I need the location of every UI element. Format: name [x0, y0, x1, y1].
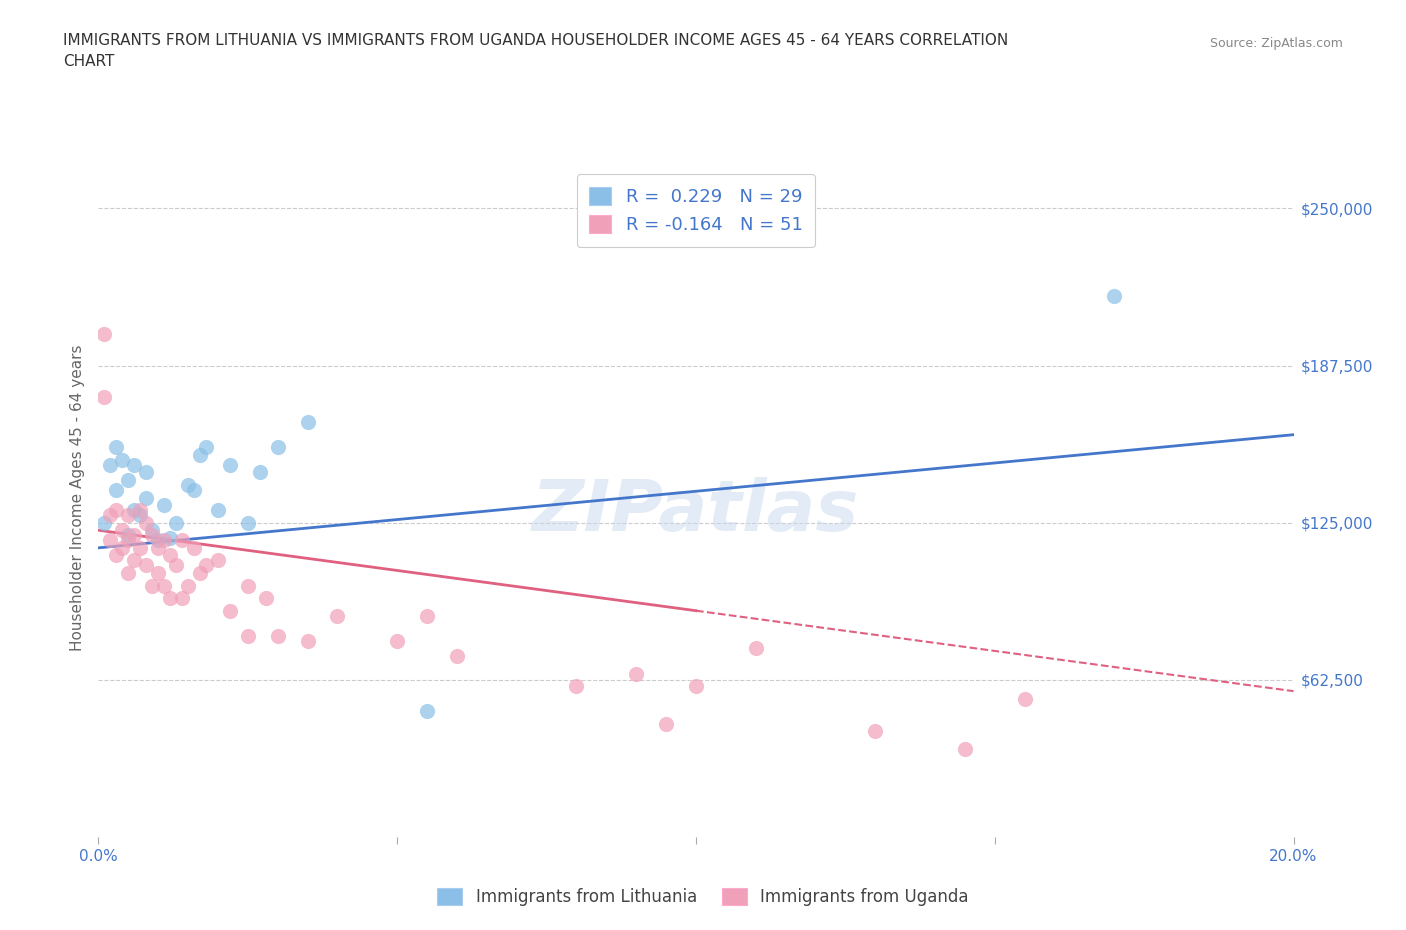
Point	[446, 648, 468, 663]
Text: ZIPatlas: ZIPatlas	[533, 477, 859, 546]
Point	[141, 578, 163, 593]
Point	[159, 530, 181, 545]
Point	[105, 548, 128, 563]
Point	[165, 515, 187, 530]
Point	[1014, 691, 1036, 706]
Point	[117, 528, 139, 543]
Point	[124, 503, 146, 518]
Legend: Immigrants from Lithuania, Immigrants from Uganda: Immigrants from Lithuania, Immigrants fr…	[430, 881, 976, 912]
Point	[100, 508, 122, 523]
Point	[207, 553, 229, 568]
Point	[159, 591, 181, 605]
Point	[188, 447, 211, 462]
Point	[129, 508, 152, 523]
Point	[111, 523, 134, 538]
Y-axis label: Householder Income Ages 45 - 64 years: Householder Income Ages 45 - 64 years	[69, 344, 84, 651]
Point	[326, 608, 349, 623]
Point	[153, 533, 176, 548]
Point	[100, 533, 122, 548]
Point	[105, 483, 128, 498]
Point	[141, 523, 163, 538]
Point	[111, 452, 134, 467]
Point	[100, 458, 122, 472]
Point	[219, 604, 242, 618]
Text: IMMIGRANTS FROM LITHUANIA VS IMMIGRANTS FROM UGANDA HOUSEHOLDER INCOME AGES 45 -: IMMIGRANTS FROM LITHUANIA VS IMMIGRANTS …	[63, 33, 1008, 47]
Point	[177, 477, 200, 492]
Point	[219, 458, 242, 472]
Point	[236, 629, 259, 644]
Point	[135, 490, 157, 505]
Point	[953, 741, 976, 756]
Point	[124, 458, 146, 472]
Point	[297, 633, 319, 648]
Point	[148, 565, 170, 580]
Point	[141, 528, 163, 543]
Point	[254, 591, 277, 605]
Point	[165, 558, 187, 573]
Point	[177, 578, 200, 593]
Text: Source: ZipAtlas.com: Source: ZipAtlas.com	[1209, 37, 1343, 50]
Point	[117, 533, 139, 548]
Point	[93, 326, 115, 341]
Point	[105, 440, 128, 455]
Point	[865, 724, 887, 738]
Point	[1104, 289, 1126, 304]
Point	[172, 591, 194, 605]
Point	[565, 679, 588, 694]
Point	[124, 553, 146, 568]
Point	[236, 515, 259, 530]
Point	[207, 503, 229, 518]
Point	[236, 578, 259, 593]
Point	[195, 558, 218, 573]
Point	[685, 679, 707, 694]
Point	[188, 565, 211, 580]
Point	[105, 503, 128, 518]
Point	[267, 440, 290, 455]
Point	[153, 578, 176, 593]
Point	[267, 629, 290, 644]
Point	[249, 465, 271, 480]
Point	[111, 540, 134, 555]
Point	[135, 515, 157, 530]
Point	[148, 533, 170, 548]
Point	[745, 641, 768, 656]
Point	[148, 540, 170, 555]
Legend: R =  0.229   N = 29, R = -0.164   N = 51: R = 0.229 N = 29, R = -0.164 N = 51	[576, 174, 815, 247]
Point	[183, 540, 205, 555]
Point	[117, 472, 139, 487]
Point	[655, 716, 678, 731]
Point	[124, 528, 146, 543]
Point	[416, 608, 439, 623]
Point	[183, 483, 205, 498]
Point	[93, 390, 115, 405]
Point	[117, 508, 139, 523]
Point	[93, 515, 115, 530]
Point	[129, 540, 152, 555]
Point	[626, 666, 648, 681]
Point	[153, 498, 176, 512]
Text: CHART: CHART	[63, 54, 115, 69]
Point	[172, 533, 194, 548]
Point	[297, 415, 319, 430]
Point	[416, 704, 439, 719]
Point	[195, 440, 218, 455]
Point	[159, 548, 181, 563]
Point	[385, 633, 409, 648]
Point	[135, 558, 157, 573]
Point	[135, 465, 157, 480]
Point	[117, 565, 139, 580]
Point	[129, 503, 152, 518]
